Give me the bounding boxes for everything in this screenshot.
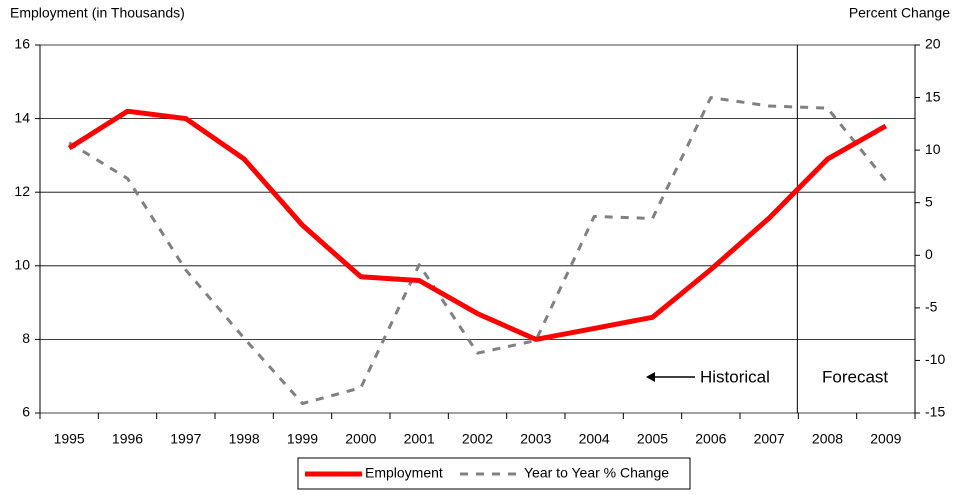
y2-tick-label: 5 [925, 193, 933, 209]
legend-label: Year to Year % Change [524, 465, 669, 481]
y-tick-label: 16 [14, 36, 30, 52]
y2-tick-label: 0 [925, 246, 933, 262]
x-tick-label: 2002 [462, 431, 493, 447]
y-tick-label: 8 [22, 330, 30, 346]
y2-tick-label: -5 [925, 299, 938, 315]
y-axis-label: Employment (in Thousands) [10, 5, 185, 21]
annotation: Forecast [822, 367, 888, 386]
x-tick-label: 1999 [287, 431, 318, 447]
y-tick-label: 14 [14, 109, 30, 125]
y2-axis-label: Percent Change [849, 5, 950, 21]
y2-tick-label: 10 [925, 141, 941, 157]
x-tick-label: 1998 [229, 431, 260, 447]
y2-tick-label: -15 [925, 404, 945, 420]
x-tick-label: 2001 [404, 431, 435, 447]
x-tick-label: 1996 [112, 431, 143, 447]
x-tick-label: 2003 [520, 431, 551, 447]
y-tick-label: 12 [14, 183, 30, 199]
y2-tick-label: -10 [925, 351, 945, 367]
y2-tick-label: 15 [925, 88, 941, 104]
x-tick-label: 2005 [637, 431, 668, 447]
x-tick-label: 2009 [870, 431, 901, 447]
series-line [67, 108, 888, 342]
y2-tick-label: 20 [925, 36, 941, 52]
series-line [68, 96, 887, 405]
x-tick-label: 1995 [54, 431, 85, 447]
annotation: Historical [700, 367, 770, 386]
x-tick-label: 2000 [345, 431, 376, 447]
x-tick-label: 2004 [579, 431, 610, 447]
x-tick-label: 2006 [695, 431, 726, 447]
annotation-arrowhead [646, 372, 655, 382]
x-tick-label: 1997 [170, 431, 201, 447]
x-tick-label: 2008 [812, 431, 843, 447]
legend-label: Employment [365, 465, 443, 481]
x-tick-label: 2007 [754, 431, 785, 447]
y-tick-label: 10 [14, 257, 30, 273]
y-tick-label: 6 [22, 404, 30, 420]
